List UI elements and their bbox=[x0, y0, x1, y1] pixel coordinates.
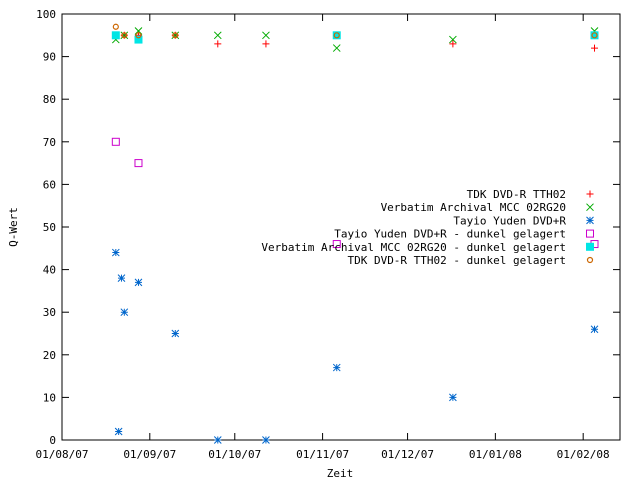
x-tick-label: 01/02/08 bbox=[557, 448, 610, 461]
y-tick-label: 100 bbox=[36, 8, 56, 21]
data-point bbox=[134, 35, 143, 44]
legend-entry-label: Verbatim Archival MCC 02RG20 bbox=[381, 201, 566, 214]
legend-marker bbox=[586, 190, 594, 198]
data-point bbox=[214, 40, 222, 48]
data-point bbox=[591, 32, 598, 39]
y-tick-label: 10 bbox=[43, 391, 56, 404]
y-tick-label: 40 bbox=[43, 264, 56, 277]
y-tick-label: 90 bbox=[43, 51, 56, 64]
data-point bbox=[134, 278, 143, 287]
x-tick-label: 01/01/08 bbox=[469, 448, 522, 461]
y-tick-label: 0 bbox=[49, 434, 56, 447]
data-point bbox=[117, 274, 126, 282]
series-4 bbox=[111, 137, 599, 249]
data-point bbox=[262, 31, 270, 40]
data-point bbox=[213, 436, 222, 444]
x-tick-label: 01/10/07 bbox=[208, 448, 261, 461]
data-point bbox=[262, 40, 270, 48]
legend-marker bbox=[586, 242, 594, 251]
y-axis-label: Q-Wert bbox=[7, 207, 20, 247]
data-point bbox=[135, 32, 142, 39]
legend-marker bbox=[586, 256, 594, 264]
data-point bbox=[171, 329, 180, 338]
y-tick-label: 80 bbox=[43, 93, 56, 106]
series-1 bbox=[112, 31, 599, 52]
legend-marker bbox=[586, 216, 594, 225]
legend-entry-label: Verbatim Archival MCC 02RG20 - dunkel ge… bbox=[261, 241, 566, 254]
data-point bbox=[449, 393, 457, 402]
series-2 bbox=[111, 27, 599, 52]
data-marks bbox=[111, 23, 599, 444]
legend-entry-label: TDK DVD-R TTH02 - dunkel gelagert bbox=[347, 254, 566, 267]
data-point bbox=[449, 35, 457, 44]
series-5 bbox=[111, 31, 599, 44]
data-point bbox=[590, 325, 599, 334]
y-tick-label: 70 bbox=[43, 136, 56, 149]
legend-entry-label: Tayio Yuden DVD+R bbox=[453, 214, 566, 227]
data-point bbox=[332, 31, 341, 40]
y-tick-label: 60 bbox=[43, 178, 56, 191]
data-point bbox=[172, 32, 179, 39]
legend-entry-label: Tayio Yuden DVD+R - dunkel gelagert bbox=[334, 228, 566, 241]
legend-marker bbox=[586, 203, 594, 212]
data-point bbox=[213, 31, 222, 40]
data-point bbox=[120, 31, 129, 40]
data-point bbox=[121, 32, 128, 39]
legend-entry-label: TDK DVD-R TTH02 bbox=[467, 188, 566, 201]
data-point bbox=[332, 363, 341, 372]
series-6 bbox=[112, 23, 598, 39]
y-tick-label: 20 bbox=[43, 349, 56, 362]
x-tick-label: 01/11/07 bbox=[296, 448, 349, 461]
data-point bbox=[449, 40, 457, 48]
x-axis-label: Zeit bbox=[327, 467, 354, 480]
axis-ticks: 0 10 20 30 40 50 60 70 80 90 100 01/08/07 01/09/07 01… bbox=[36, 8, 620, 461]
legend-marker bbox=[586, 229, 594, 238]
y-tick-label: 30 bbox=[43, 306, 56, 319]
series-3 bbox=[111, 248, 599, 444]
data-point bbox=[134, 159, 143, 168]
data-point bbox=[111, 248, 120, 257]
data-point bbox=[111, 31, 120, 40]
data-point bbox=[171, 31, 180, 40]
data-point bbox=[590, 31, 599, 40]
x-tick-label: 01/08/07 bbox=[36, 448, 89, 461]
data-point bbox=[591, 44, 599, 52]
data-point bbox=[262, 436, 270, 444]
data-point bbox=[332, 240, 341, 249]
data-point bbox=[111, 137, 120, 146]
x-tick-label: 01/12/07 bbox=[381, 448, 434, 461]
data-point bbox=[333, 32, 340, 39]
data-point bbox=[120, 308, 129, 317]
data-point bbox=[332, 44, 341, 52]
data-point bbox=[114, 427, 123, 436]
y-tick-label: 50 bbox=[43, 221, 56, 234]
data-point bbox=[112, 23, 119, 30]
x-tick-label: 01/09/07 bbox=[123, 448, 176, 461]
